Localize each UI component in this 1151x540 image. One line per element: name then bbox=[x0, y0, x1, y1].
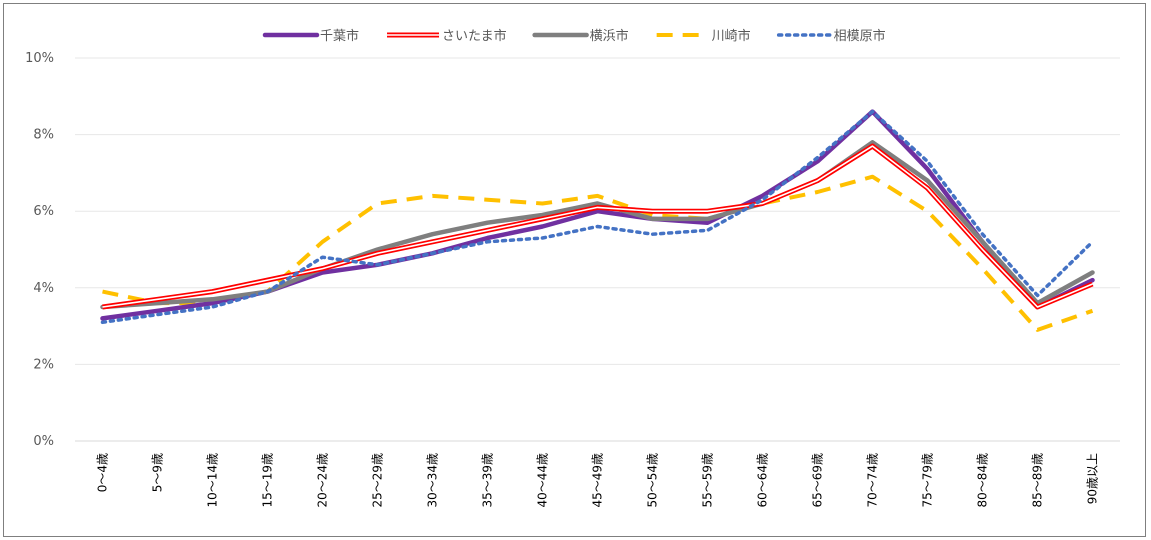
x-tick-label: 90歳以上 bbox=[1086, 453, 1100, 504]
x-tick-label: 45～49歳 bbox=[591, 453, 605, 508]
x-tick-label: 55～59歳 bbox=[701, 453, 715, 508]
y-tick-label: 8% bbox=[33, 128, 54, 143]
x-tick-label: 80～84歳 bbox=[976, 453, 990, 508]
y-tick-label: 2% bbox=[33, 357, 54, 372]
series-line-5 bbox=[100, 109, 1095, 325]
x-tick-label: 30～34歳 bbox=[426, 453, 440, 508]
x-tick-label: 70～74歳 bbox=[866, 453, 880, 508]
x-axis-ticks: 0～4歳 5～9歳 10～14歳 15～19歳 20～24歳 25～29歳 30～34歳 35… bbox=[96, 453, 1100, 508]
x-tick-label: 0～4歳 bbox=[96, 453, 110, 492]
x-tick-label: 75～79歳 bbox=[921, 453, 935, 508]
x-tick-label: 25～29歳 bbox=[371, 453, 385, 508]
y-tick-label: 6% bbox=[33, 204, 54, 219]
chart-frame bbox=[3, 3, 1146, 537]
gridlines bbox=[75, 57, 1120, 442]
series-line-2-inner bbox=[102, 145, 1093, 308]
legend-label: 川崎市 bbox=[712, 28, 751, 44]
x-tick-label: 50～54歳 bbox=[646, 453, 660, 508]
x-tick-label: 15～19歳 bbox=[261, 453, 275, 508]
y-axis-ticks: 0% 2% 4% 6% 8% 10% bbox=[25, 51, 54, 449]
legend-label: 相模原市 bbox=[834, 28, 886, 44]
y-tick-label: 4% bbox=[33, 281, 54, 296]
legend: 千葉市 さいたま市 横浜市 川崎市 相模原市 bbox=[262, 28, 886, 44]
x-tick-label: 35～39歳 bbox=[481, 453, 495, 508]
x-tick-label: 60～64歳 bbox=[756, 453, 770, 508]
x-tick-label: 65～69歳 bbox=[811, 453, 825, 508]
legend-label: 千葉市 bbox=[320, 28, 359, 44]
series-lines bbox=[100, 109, 1095, 332]
x-tick-label: 10～14歳 bbox=[206, 453, 220, 508]
x-tick-label: 20～24歳 bbox=[316, 453, 330, 508]
x-tick-label: 5～9歳 bbox=[151, 453, 165, 492]
legend-label: 横浜市 bbox=[590, 28, 629, 44]
y-tick-label: 0% bbox=[33, 434, 54, 449]
legend-label: さいたま市 bbox=[442, 28, 507, 44]
x-tick-label: 85～89歳 bbox=[1031, 453, 1045, 508]
x-tick-label: 40～44歳 bbox=[536, 453, 550, 508]
y-tick-label: 10% bbox=[25, 51, 54, 66]
